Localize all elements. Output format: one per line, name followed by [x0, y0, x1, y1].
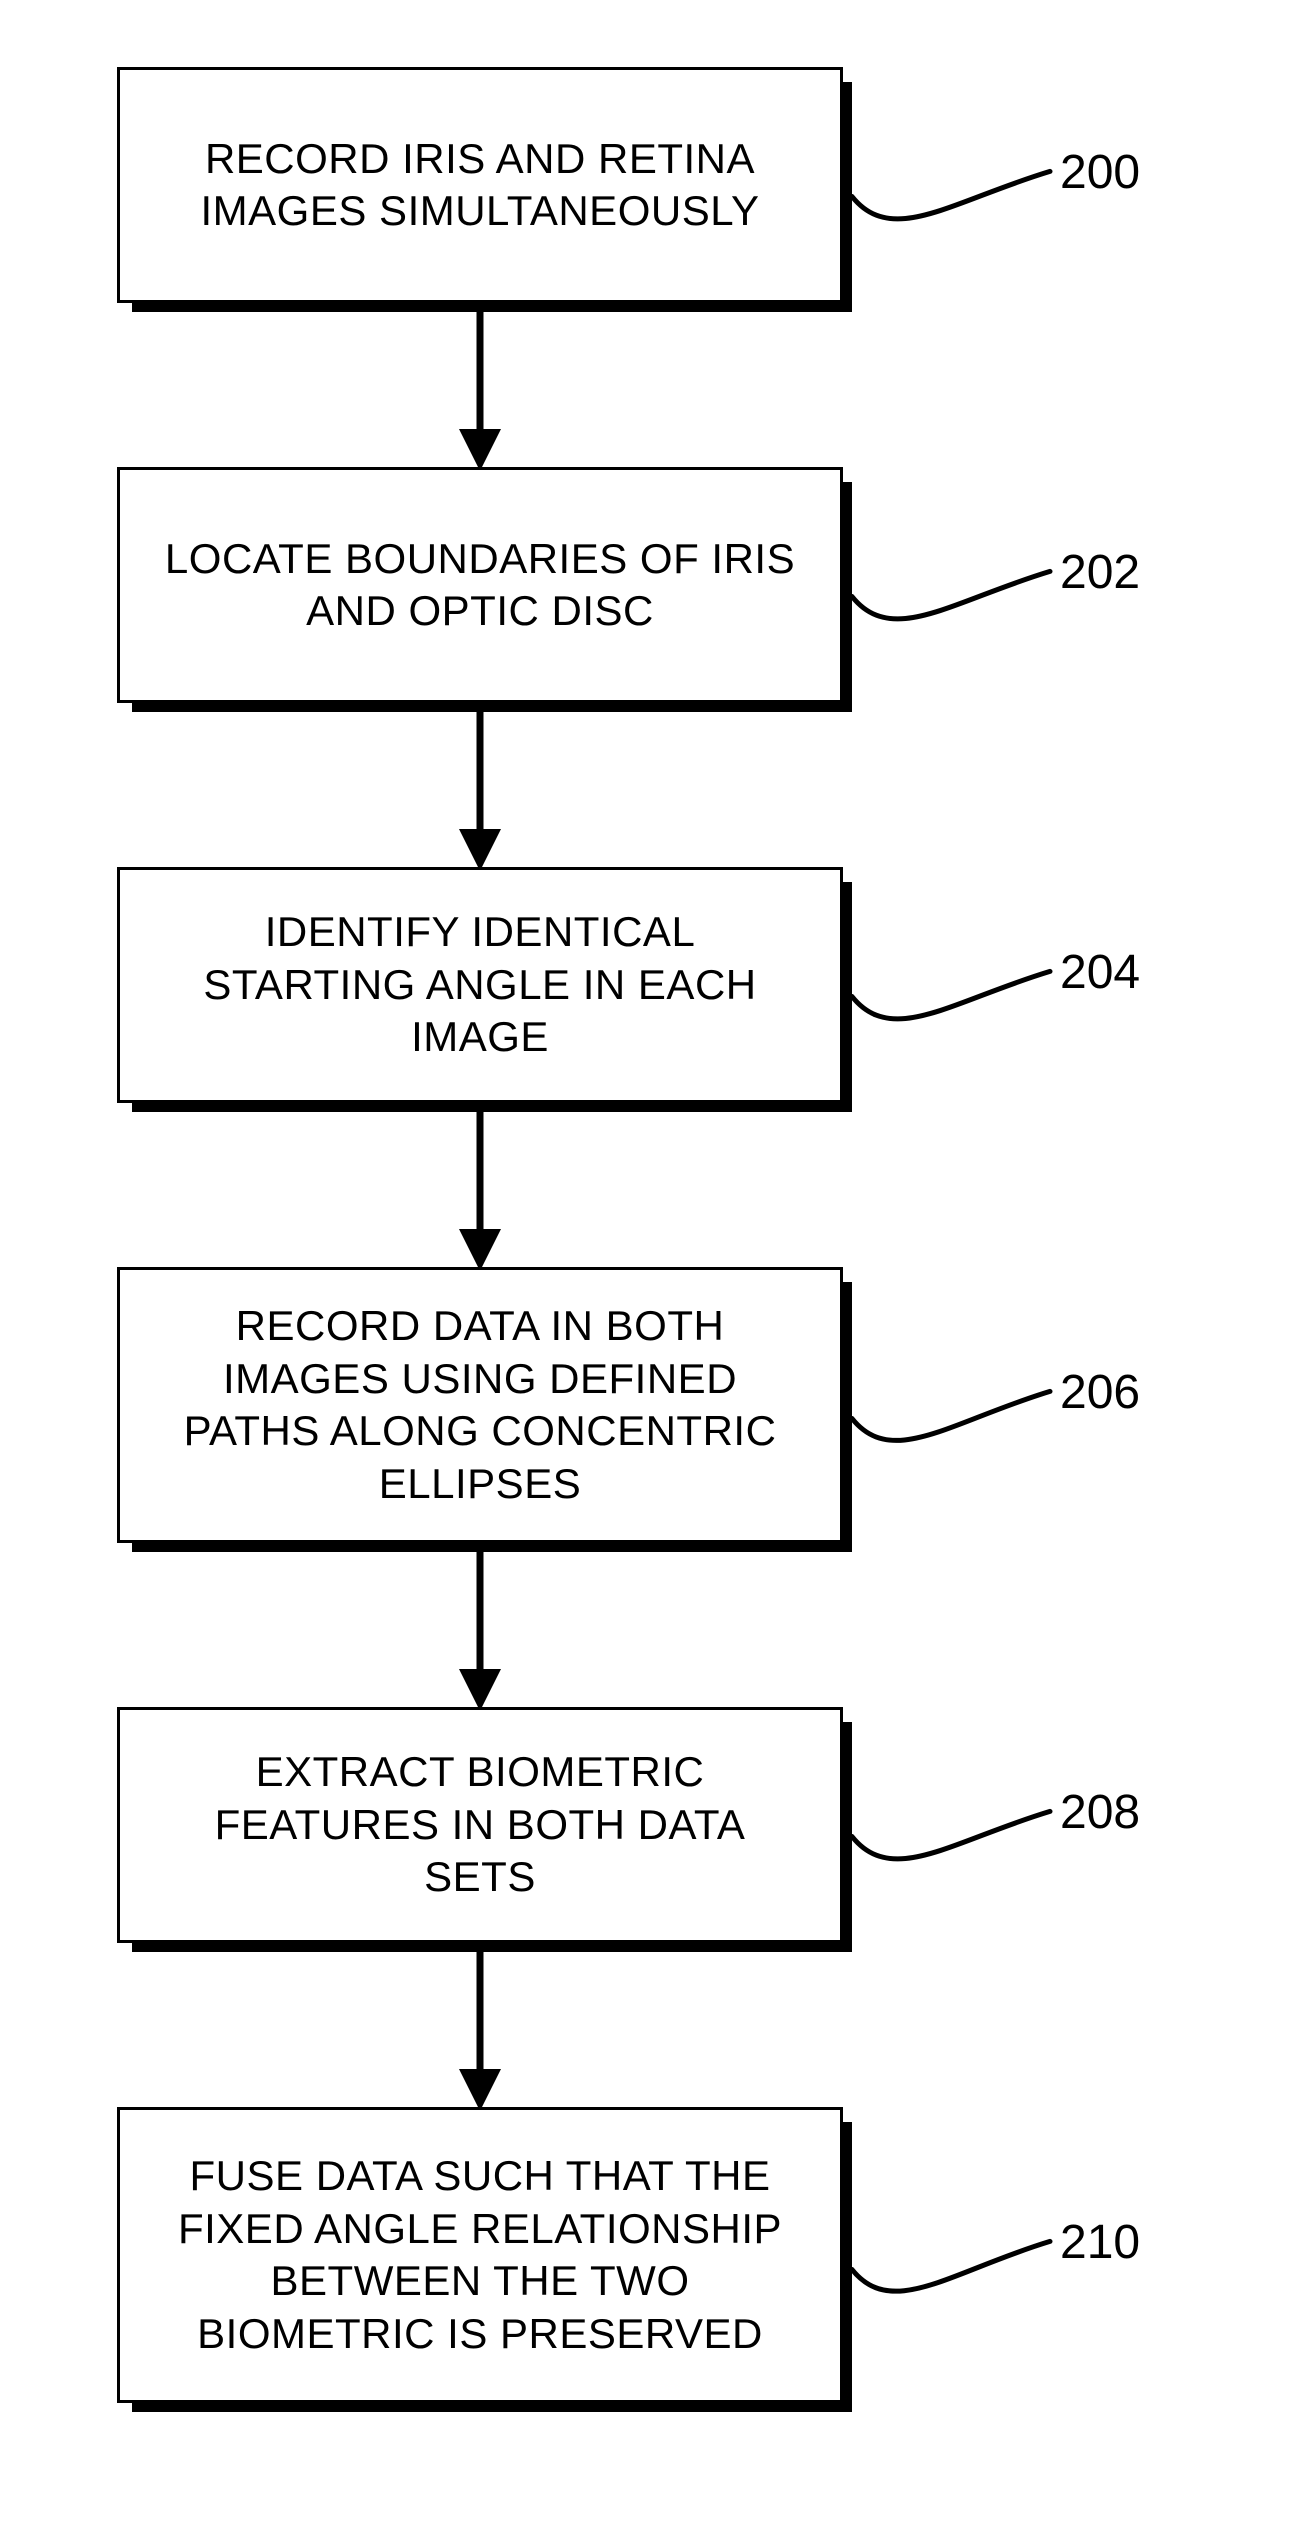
flowchart-node-text: RECORD IRIS AND RETINA IMAGES SIMULTANEO… [120, 70, 840, 300]
flowchart-node: FUSE DATA SUCH THAT THE FIXED ANGLE RELA… [120, 2110, 840, 2400]
flowchart-node: LOCATE BOUNDARIES OF IRIS AND OPTIC DISC [120, 470, 840, 700]
flowchart-node: IDENTIFY IDENTICAL STARTING ANGLE IN EAC… [120, 870, 840, 1100]
flowchart-node: EXTRACT BIOMETRIC FEATURES IN BOTH DATA … [120, 1710, 840, 1940]
flowchart-canvas: RECORD IRIS AND RETINA IMAGES SIMULTANEO… [0, 0, 1297, 2522]
flowchart-node-text: LOCATE BOUNDARIES OF IRIS AND OPTIC DISC [120, 470, 840, 700]
flowchart-node-text: RECORD DATA IN BOTH IMAGES USING DEFINED… [120, 1270, 840, 1540]
flowchart-node: RECORD IRIS AND RETINA IMAGES SIMULTANEO… [120, 70, 840, 300]
reference-number: 208 [1060, 1785, 1140, 1840]
flowchart-node-text: IDENTIFY IDENTICAL STARTING ANGLE IN EAC… [120, 870, 840, 1100]
flowchart-node-text: FUSE DATA SUCH THAT THE FIXED ANGLE RELA… [120, 2110, 840, 2400]
reference-number: 204 [1060, 945, 1140, 1000]
reference-number: 200 [1060, 145, 1140, 200]
reference-number: 202 [1060, 545, 1140, 600]
reference-number: 206 [1060, 1365, 1140, 1420]
reference-number: 210 [1060, 2215, 1140, 2270]
flowchart-node: RECORD DATA IN BOTH IMAGES USING DEFINED… [120, 1270, 840, 1540]
flowchart-node-text: EXTRACT BIOMETRIC FEATURES IN BOTH DATA … [120, 1710, 840, 1940]
